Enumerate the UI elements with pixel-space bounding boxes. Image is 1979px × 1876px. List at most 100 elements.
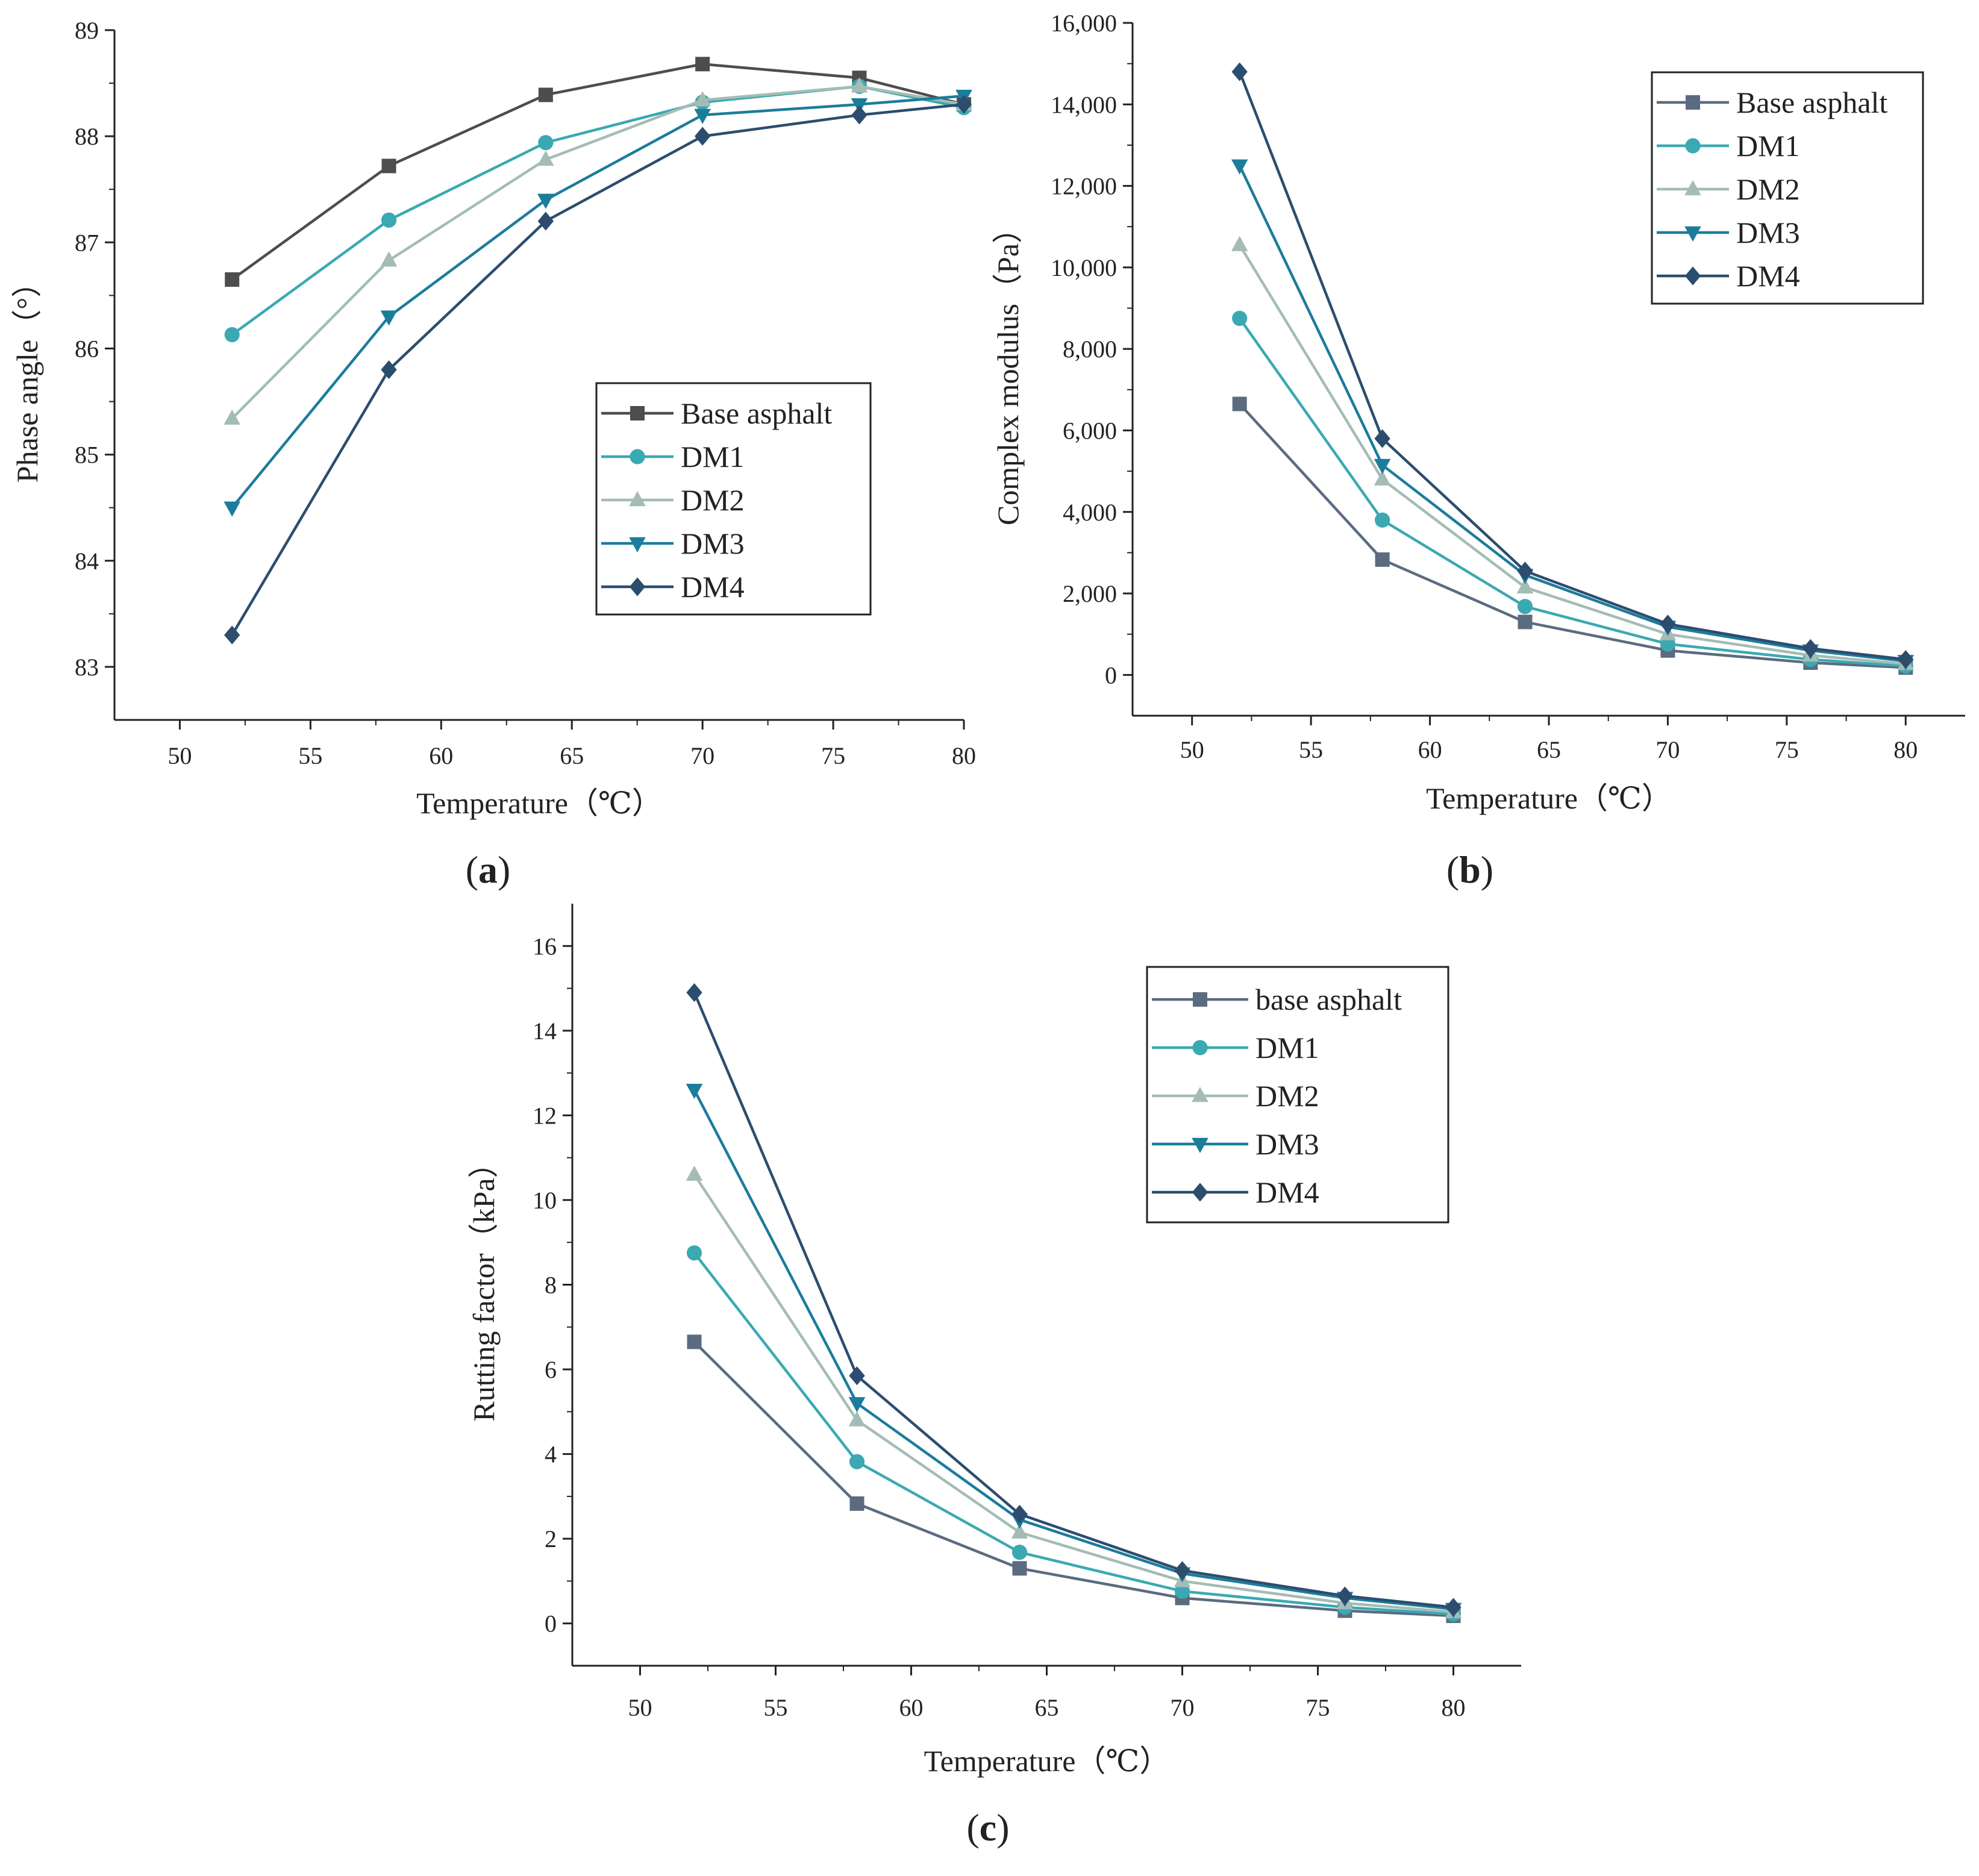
data-point xyxy=(686,983,702,1002)
data-point xyxy=(224,327,240,343)
data-point xyxy=(537,211,554,231)
y-tick-label: 89 xyxy=(75,17,99,44)
panel-label: (b) xyxy=(1446,848,1493,891)
y-tick-label: 10,000 xyxy=(1051,254,1117,281)
x-tick-label: 80 xyxy=(1893,736,1918,763)
data-point xyxy=(694,127,711,146)
data-point xyxy=(538,135,554,151)
data-point xyxy=(1375,552,1390,567)
y-tick-label: 4,000 xyxy=(1063,499,1117,526)
panel-label-open: ( xyxy=(966,1806,979,1849)
data-point xyxy=(1011,1504,1028,1524)
legend-label: DM4 xyxy=(1736,259,1800,293)
data-point xyxy=(1232,396,1247,411)
x-axis-title: Temperature（℃） xyxy=(924,1744,1170,1778)
data-point xyxy=(851,105,868,125)
y-axis-title: Complex modulus（Pa） xyxy=(991,213,1025,525)
data-point xyxy=(380,251,398,267)
panel-label-open: ( xyxy=(466,848,478,891)
legend-label: Base asphalt xyxy=(1736,86,1887,119)
x-tick-label: 70 xyxy=(1171,1694,1195,1721)
y-tick-label: 0 xyxy=(1105,661,1117,689)
panel-label-open: ( xyxy=(1446,848,1459,891)
data-point xyxy=(1518,614,1533,630)
y-tick-label: 16 xyxy=(533,933,557,960)
data-point xyxy=(686,1084,703,1099)
y-tick-label: 83 xyxy=(75,654,99,681)
data-point xyxy=(537,150,554,166)
panel-label-letter: b xyxy=(1459,848,1481,891)
legend-marker xyxy=(630,406,645,421)
data-point xyxy=(538,87,553,102)
y-tick-label: 6 xyxy=(545,1356,557,1383)
x-tick-label: 50 xyxy=(167,742,192,769)
panel-label-close: ) xyxy=(498,848,510,891)
data-point xyxy=(1374,458,1391,474)
data-point xyxy=(694,91,711,107)
panel-label-close: ) xyxy=(996,1806,1009,1849)
data-point xyxy=(694,108,711,124)
x-tick-label: 60 xyxy=(899,1694,924,1721)
legend-marker xyxy=(1686,95,1700,110)
data-point xyxy=(1232,310,1248,327)
y-axis-title: Rutting factor（kPa） xyxy=(467,1148,501,1421)
y-tick-label: 12 xyxy=(533,1102,557,1129)
data-point xyxy=(380,310,398,326)
x-tick-label: 65 xyxy=(1035,1694,1059,1721)
data-point xyxy=(1231,236,1248,251)
y-tick-label: 86 xyxy=(75,335,99,362)
data-point xyxy=(1802,639,1819,658)
data-point xyxy=(1011,1545,1028,1560)
chart-panel-a: 50 55 60 65 70 75 80 83 84 85 86 87 88 89 Temperature（… xyxy=(10,17,976,891)
y-tick-label: 8,000 xyxy=(1063,336,1117,363)
data-point xyxy=(848,1411,866,1427)
x-tick-label: 75 xyxy=(1306,1694,1330,1721)
data-point xyxy=(849,1454,865,1469)
data-point xyxy=(686,1245,702,1261)
x-tick-label: 75 xyxy=(821,742,845,769)
y-tick-label: 10 xyxy=(533,1187,557,1214)
data-point xyxy=(1517,599,1533,614)
chart-panel-b: 50 55 60 65 70 75 80 0 2,000 4,000 6,000 8,000 10,00… xyxy=(991,10,1965,891)
legend-marker xyxy=(630,449,645,464)
legend-label: DM3 xyxy=(1736,216,1800,249)
data-point xyxy=(851,77,868,93)
legend-marker xyxy=(1192,1137,1208,1153)
data-point xyxy=(1374,429,1390,448)
legend-marker xyxy=(1192,1087,1208,1102)
panel-label-letter: a xyxy=(478,848,498,891)
legend-marker xyxy=(1684,266,1701,286)
data-point xyxy=(1337,1586,1353,1606)
y-tick-label: 14 xyxy=(533,1018,557,1045)
series-line xyxy=(231,85,964,420)
series-line xyxy=(693,1089,1454,1611)
data-point xyxy=(381,360,397,380)
x-tick-label: 70 xyxy=(690,742,714,769)
series-line xyxy=(1238,71,1906,661)
series-line xyxy=(1238,244,1906,666)
series-line xyxy=(231,94,964,509)
y-tick-label: 2,000 xyxy=(1063,580,1117,607)
x-tick-label: 60 xyxy=(1418,736,1442,763)
panel-label: (a) xyxy=(466,848,511,891)
legend-label: base asphalt xyxy=(1255,983,1402,1016)
legend-marker xyxy=(629,577,646,596)
legend-marker xyxy=(1193,992,1207,1007)
data-point xyxy=(695,57,710,72)
data-point xyxy=(1174,1561,1190,1580)
x-axis-title: Temperature（℃） xyxy=(416,786,662,820)
legend-label: DM2 xyxy=(1255,1079,1319,1113)
x-tick-label: 50 xyxy=(1180,736,1204,763)
legend-label: DM1 xyxy=(1255,1031,1319,1065)
data-point xyxy=(1012,1561,1027,1576)
x-axis-title: Temperature（℃） xyxy=(1426,781,1672,815)
data-point xyxy=(224,501,241,517)
y-tick-label: 84 xyxy=(75,548,99,575)
legend-marker xyxy=(1192,1040,1208,1055)
x-tick-label: 55 xyxy=(1299,736,1323,763)
x-tick-label: 80 xyxy=(1442,1694,1466,1721)
series-line xyxy=(1238,164,1906,663)
x-tick-label: 75 xyxy=(1775,736,1799,763)
series-line xyxy=(693,1174,1454,1613)
